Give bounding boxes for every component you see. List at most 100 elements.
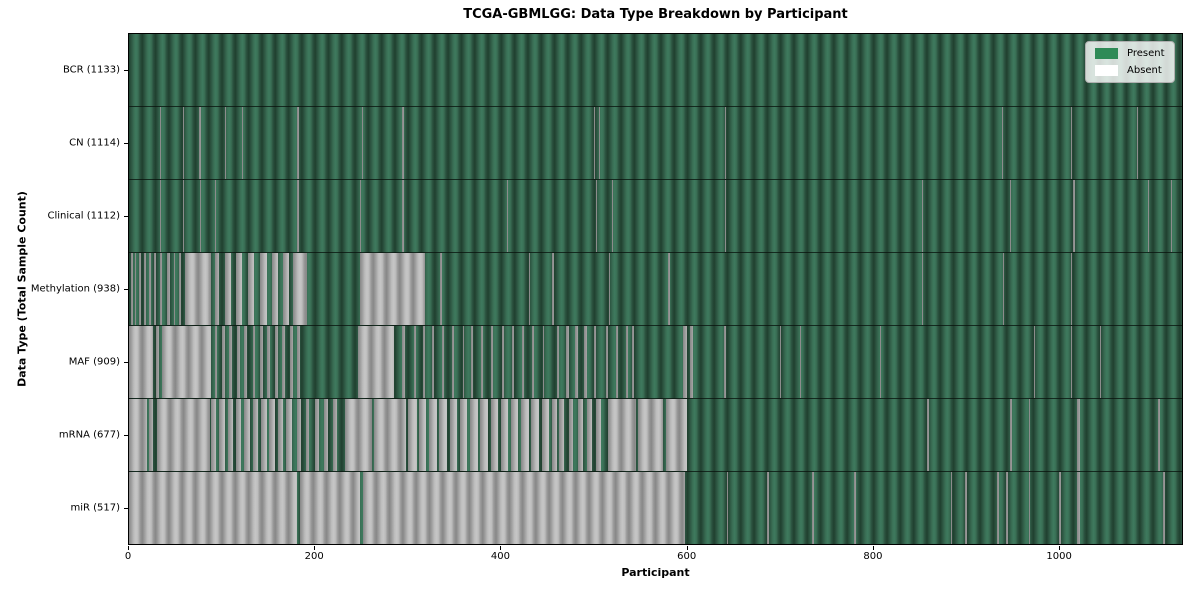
absent-segment bbox=[219, 399, 225, 471]
absent-segment bbox=[286, 399, 292, 471]
absent-segment bbox=[260, 253, 267, 325]
absent-segment bbox=[442, 326, 445, 398]
absent-segment bbox=[723, 326, 726, 398]
absent-segment bbox=[638, 399, 664, 471]
absent-segment bbox=[414, 326, 417, 398]
absent-segment bbox=[565, 326, 569, 398]
absent-segment bbox=[134, 253, 137, 325]
absent-segment bbox=[1071, 253, 1073, 325]
absent-segment bbox=[1147, 180, 1149, 252]
y-tick-mark bbox=[124, 435, 128, 437]
absent-segment bbox=[459, 399, 468, 471]
legend-entry-absent: Absent bbox=[1095, 65, 1165, 76]
absent-segment bbox=[274, 326, 278, 398]
absent-segment bbox=[927, 399, 930, 471]
x-tick-label: 400 bbox=[490, 551, 510, 562]
absent-segment bbox=[779, 326, 782, 398]
absent-segment bbox=[587, 399, 592, 471]
absent-segment bbox=[500, 399, 509, 471]
absent-segment bbox=[879, 326, 881, 398]
absent-segment bbox=[260, 399, 267, 471]
legend-entry-present: Present bbox=[1095, 48, 1165, 59]
absent-segment bbox=[143, 253, 146, 325]
absent-segment bbox=[462, 326, 465, 398]
absent-segment bbox=[244, 399, 250, 471]
x-tick-label: 200 bbox=[304, 551, 324, 562]
absent-segment bbox=[542, 326, 545, 398]
absent-segment bbox=[182, 180, 184, 252]
absent-segment bbox=[921, 180, 923, 252]
absent-segment bbox=[452, 326, 455, 398]
absent-segment bbox=[199, 180, 201, 252]
absent-segment bbox=[1100, 326, 1102, 398]
absent-segment bbox=[543, 180, 545, 252]
absent-segment bbox=[1028, 472, 1031, 544]
y-tick-label: mRNA (677) bbox=[58, 429, 120, 441]
absent-segment bbox=[182, 107, 184, 179]
absent-segment bbox=[937, 180, 939, 252]
plot-area bbox=[128, 33, 1183, 545]
absent-segment bbox=[179, 253, 182, 325]
absent-segment bbox=[800, 326, 801, 398]
absent-segment bbox=[1071, 326, 1073, 398]
absent-segment bbox=[666, 399, 687, 471]
y-tick-label: CN (1114) bbox=[69, 137, 120, 149]
absent-segment bbox=[363, 472, 685, 544]
absent-segment bbox=[149, 253, 152, 325]
y-tick-label: Clinical (1112) bbox=[47, 210, 121, 222]
absent-segment bbox=[252, 326, 256, 398]
row-Methylation bbox=[129, 253, 1182, 326]
absent-segment bbox=[510, 399, 519, 471]
absent-segment bbox=[184, 253, 211, 325]
absent-segment bbox=[235, 253, 243, 325]
absent-segment bbox=[402, 107, 405, 179]
absent-segment bbox=[599, 107, 601, 179]
absent-segment bbox=[167, 253, 170, 325]
absent-segment bbox=[269, 399, 275, 471]
absent-segment bbox=[551, 253, 554, 325]
absent-segment bbox=[521, 399, 529, 471]
absent-segment bbox=[297, 399, 301, 471]
absent-segment bbox=[214, 253, 220, 325]
absent-segment bbox=[305, 399, 310, 471]
absent-segment bbox=[593, 326, 597, 398]
absent-segment bbox=[501, 326, 504, 398]
absent-segment bbox=[402, 180, 405, 252]
absent-segment bbox=[490, 399, 498, 471]
absent-segment bbox=[724, 107, 726, 179]
absent-segment bbox=[300, 472, 361, 544]
absent-segment bbox=[1076, 472, 1080, 544]
absent-segment bbox=[577, 399, 583, 471]
absent-segment bbox=[283, 253, 289, 325]
absent-segment bbox=[224, 107, 226, 179]
absent-segment bbox=[244, 326, 248, 398]
absent-segment bbox=[418, 399, 427, 471]
absent-segment bbox=[612, 180, 614, 252]
absent-segment bbox=[593, 107, 595, 179]
absent-segment bbox=[314, 399, 319, 471]
absent-segment bbox=[726, 472, 729, 544]
absent-segment bbox=[551, 399, 557, 471]
absent-segment bbox=[471, 326, 473, 398]
absent-segment bbox=[541, 399, 550, 471]
y-tick-label: BCR (1133) bbox=[62, 64, 120, 76]
absent-segment bbox=[159, 107, 161, 179]
y-tick-mark bbox=[124, 69, 128, 71]
absent-segment bbox=[511, 326, 514, 398]
absent-segment bbox=[449, 399, 458, 471]
absent-segment bbox=[242, 107, 244, 179]
absent-segment bbox=[215, 180, 217, 252]
absent-segment bbox=[1006, 472, 1009, 544]
absent-segment bbox=[607, 399, 636, 471]
absent-segment bbox=[575, 326, 578, 398]
absent-segment bbox=[159, 253, 163, 325]
absent-segment bbox=[272, 253, 278, 325]
absent-segment bbox=[532, 326, 535, 398]
x-tick-label: 0 bbox=[124, 551, 132, 562]
absent-segment bbox=[853, 472, 856, 544]
absent-segment bbox=[522, 326, 524, 398]
absent-segment bbox=[1071, 107, 1073, 179]
absent-segment bbox=[439, 399, 447, 471]
absent-segment bbox=[129, 472, 298, 544]
